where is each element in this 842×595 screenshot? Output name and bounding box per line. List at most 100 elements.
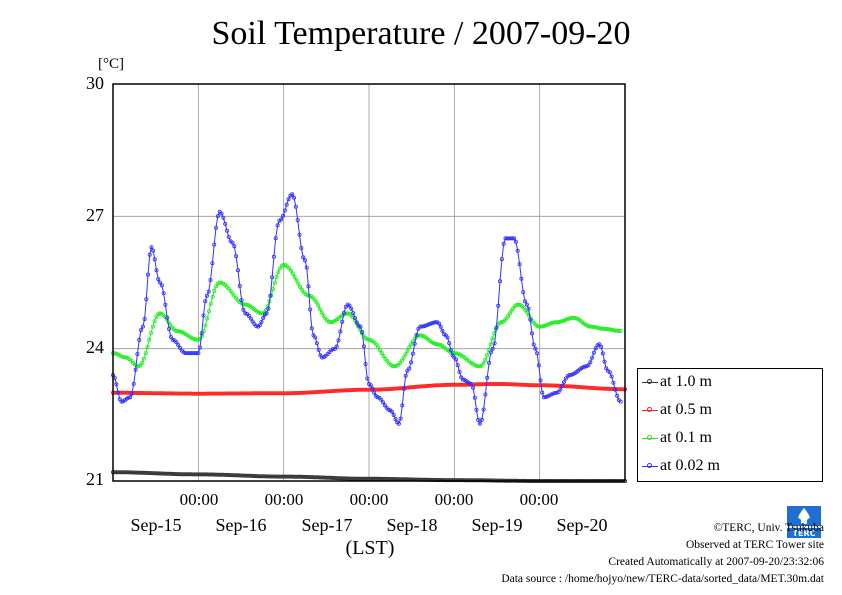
- data-point: [370, 386, 375, 391]
- data-point: [607, 386, 612, 391]
- series-at-0-02-m: [111, 192, 623, 426]
- data-point: [143, 351, 148, 356]
- data-point: [139, 390, 144, 395]
- data-point: [454, 351, 459, 356]
- data-point: [566, 384, 571, 389]
- data-point: [265, 304, 270, 309]
- data-point: [368, 383, 373, 388]
- data-point: [589, 385, 594, 390]
- data-point: [318, 475, 323, 480]
- data-point: [375, 395, 380, 400]
- data-point: [400, 403, 405, 408]
- data-point: [374, 387, 379, 392]
- terc-logo: TERC: [784, 504, 824, 540]
- data-point: [148, 471, 153, 476]
- data-point: [145, 272, 150, 277]
- data-point: [215, 214, 220, 219]
- data-point: [618, 399, 623, 404]
- data-point: [490, 336, 495, 341]
- logo-text: TERC: [793, 529, 816, 538]
- data-point: [603, 386, 608, 391]
- data-point: [223, 221, 228, 226]
- data-point: [481, 361, 486, 366]
- data-point: [151, 248, 156, 253]
- data-point: [166, 471, 171, 476]
- data-point: [333, 388, 338, 393]
- data-point: [293, 204, 298, 209]
- data-point: [525, 382, 530, 387]
- data-point: [237, 473, 242, 478]
- data-point: [334, 388, 339, 393]
- data-point: [224, 228, 229, 233]
- data-point: [523, 308, 528, 313]
- data-point: [270, 474, 275, 479]
- data-point: [430, 321, 435, 326]
- data-point: [190, 336, 195, 341]
- data-point: [228, 289, 233, 294]
- data-point: [472, 362, 477, 367]
- data-point: [241, 307, 246, 312]
- data-point: [436, 321, 441, 326]
- data-point: [138, 328, 143, 333]
- data-point: [409, 342, 414, 347]
- data-point: [292, 274, 297, 279]
- data-point: [291, 195, 296, 200]
- data-point: [379, 397, 384, 402]
- data-point: [474, 363, 479, 368]
- data-point: [406, 385, 411, 390]
- data-point: [237, 391, 242, 396]
- data-point: [516, 302, 521, 307]
- data-point: [205, 391, 210, 396]
- x-date-label: Sep-20: [556, 515, 608, 535]
- data-point: [131, 381, 136, 386]
- data-point: [602, 359, 607, 364]
- data-point: [347, 303, 352, 308]
- data-point: [515, 248, 520, 253]
- data-point: [237, 283, 242, 288]
- x-time-label: 00:00: [349, 490, 389, 509]
- data-point: [509, 382, 514, 387]
- data-point: [294, 278, 299, 283]
- data-point: [510, 236, 515, 241]
- data-point: [351, 311, 356, 316]
- data-point: [154, 268, 159, 273]
- data-point: [460, 377, 465, 382]
- data-point: [155, 391, 160, 396]
- data-point: [609, 374, 614, 379]
- data-point: [264, 311, 269, 316]
- data-point: [157, 471, 162, 476]
- data-point: [558, 387, 563, 392]
- data-point: [272, 280, 277, 285]
- data-point: [141, 390, 146, 395]
- data-point: [427, 383, 432, 388]
- data-point: [308, 307, 313, 312]
- data-point: [615, 393, 620, 398]
- data-point: [251, 473, 256, 478]
- legend-label: at 0.1 m: [660, 429, 712, 446]
- data-point: [324, 475, 329, 480]
- data-point: [165, 315, 170, 320]
- data-point: [383, 356, 388, 361]
- data-point: [317, 306, 322, 311]
- y-tick-label: 21: [86, 469, 104, 489]
- data-point: [190, 472, 195, 477]
- data-point: [381, 353, 386, 358]
- data-point: [150, 471, 155, 476]
- data-point: [499, 320, 504, 325]
- data-point: [440, 328, 445, 333]
- data-point: [543, 383, 548, 388]
- data-point: [411, 385, 416, 390]
- data-point: [600, 351, 605, 356]
- data-point: [144, 297, 149, 302]
- data-point: [536, 363, 541, 368]
- x-time-label: 00:00: [179, 490, 219, 509]
- data-point: [168, 334, 173, 339]
- data-point: [302, 390, 307, 395]
- data-point: [588, 324, 593, 329]
- data-point: [206, 472, 211, 477]
- data-point: [575, 384, 580, 389]
- data-point: [412, 341, 417, 346]
- data-point: [271, 254, 276, 259]
- data-point: [523, 382, 528, 387]
- data-point: [141, 470, 146, 475]
